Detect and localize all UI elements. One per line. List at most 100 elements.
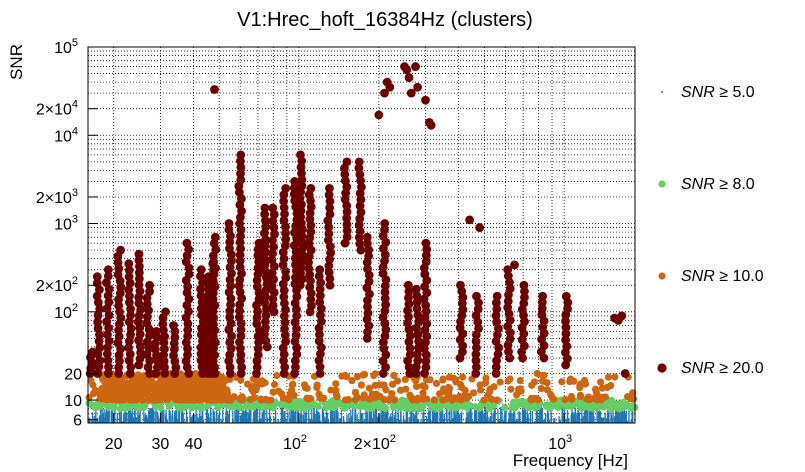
data-point — [280, 318, 290, 327]
data-point — [561, 323, 571, 332]
data-point — [197, 362, 207, 372]
data-point — [490, 383, 498, 391]
data-point — [520, 292, 529, 302]
data-point — [202, 378, 210, 387]
data-point — [280, 241, 290, 251]
data-point — [543, 379, 551, 387]
data-point — [278, 390, 286, 398]
data-point — [421, 362, 431, 372]
data-point — [365, 395, 373, 403]
data-point — [260, 209, 270, 219]
data-point — [183, 350, 192, 360]
data-point — [171, 382, 180, 390]
data-point — [93, 323, 103, 333]
data-point — [280, 330, 290, 340]
y-tick-label: 6 — [73, 413, 82, 430]
data-point — [593, 391, 601, 399]
data-point — [421, 238, 431, 248]
data-point — [301, 384, 310, 392]
data-point — [124, 259, 134, 269]
data-point — [491, 369, 501, 378]
y-tick-label: 2×102 — [36, 275, 78, 295]
data-point — [380, 287, 390, 297]
data-point — [413, 310, 423, 320]
data-point — [405, 350, 415, 359]
data-point — [182, 238, 192, 248]
data-point — [208, 319, 218, 329]
data-point — [338, 372, 346, 380]
data-point — [558, 378, 566, 386]
data-point — [316, 349, 325, 359]
data-point — [201, 330, 211, 340]
data-point — [412, 382, 421, 391]
data-point — [277, 400, 285, 409]
data-point — [357, 381, 365, 389]
data-point — [253, 269, 263, 279]
data-point — [563, 304, 572, 314]
data-point — [439, 396, 447, 404]
y-tick-label: 105 — [54, 37, 78, 57]
data-point — [214, 403, 222, 412]
data-point — [157, 390, 165, 398]
data-point — [414, 317, 424, 327]
data-point — [419, 395, 427, 403]
data-point — [297, 181, 307, 191]
data-point — [324, 267, 334, 277]
data-point — [362, 232, 372, 242]
data-point — [380, 294, 390, 303]
data-point — [471, 349, 481, 359]
data-point — [236, 175, 246, 185]
data-point — [185, 393, 193, 401]
data-point — [124, 343, 133, 353]
data-point — [160, 369, 170, 378]
data-point — [104, 297, 114, 307]
data-point — [341, 396, 350, 404]
data-point — [148, 382, 156, 391]
data-point — [268, 300, 278, 310]
data-point — [473, 304, 483, 314]
data-point — [311, 401, 319, 409]
data-point — [236, 356, 245, 366]
data-point — [324, 261, 334, 271]
data-point — [503, 265, 513, 275]
x-tick-label: 30 — [151, 436, 169, 453]
data-point — [290, 369, 300, 378]
plot-frame — [87, 46, 636, 424]
data-point — [279, 298, 289, 308]
data-point — [145, 280, 155, 290]
data-point — [472, 291, 481, 301]
data-point — [210, 85, 219, 94]
data-point — [401, 375, 409, 384]
data-point — [281, 273, 291, 283]
y-tick-label: 2×104 — [36, 99, 78, 119]
data-point — [561, 335, 571, 345]
data-point — [94, 336, 104, 346]
data-point — [330, 402, 338, 411]
data-point — [126, 330, 135, 340]
data-point — [290, 177, 299, 186]
data-point — [250, 393, 258, 402]
data-point — [614, 402, 622, 410]
data-point — [412, 297, 422, 307]
data-point — [119, 395, 127, 403]
data-point — [421, 356, 431, 366]
data-point — [292, 311, 302, 321]
data-point — [315, 284, 325, 294]
data-point — [410, 404, 418, 413]
data-point — [456, 380, 465, 389]
data-point — [561, 291, 571, 301]
axis-ticks: 20 30 40 102 2×102 103 6 10 20 102 2×102 103 2×103 10… — [36, 37, 572, 453]
data-point — [491, 311, 501, 320]
data-point — [279, 215, 289, 225]
data-point — [432, 379, 441, 388]
data-point — [260, 203, 270, 213]
data-point — [314, 271, 324, 281]
data-point — [114, 369, 124, 378]
data-point — [279, 356, 288, 366]
data-point — [577, 404, 586, 412]
data-point — [537, 384, 545, 393]
data-point — [456, 280, 465, 290]
data-point — [411, 62, 420, 71]
data-point — [453, 395, 462, 403]
data-point — [158, 319, 168, 329]
